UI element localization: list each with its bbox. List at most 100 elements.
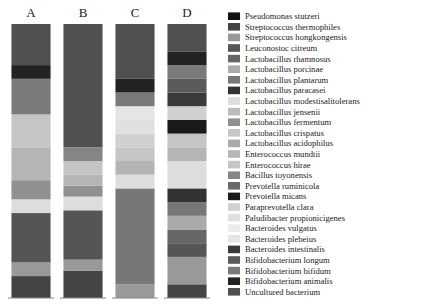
legend-swatch bbox=[228, 235, 240, 243]
legend-swatch bbox=[228, 161, 240, 169]
legend-swatch bbox=[228, 12, 240, 20]
bar-segment bbox=[167, 106, 206, 120]
legend-label: Bacteroides intestinalis bbox=[245, 244, 326, 254]
legend-label: Enterococcus hirae bbox=[245, 160, 311, 170]
legend-swatch bbox=[228, 193, 240, 201]
bar-segment bbox=[167, 51, 206, 65]
legend: Pseudomonas stutzeriStreptococcus thermo… bbox=[228, 11, 360, 297]
bar-segment bbox=[11, 213, 50, 262]
bar-segment bbox=[63, 147, 102, 161]
bar-segment bbox=[115, 147, 154, 161]
legend-label: Streptococcus thermophiles bbox=[245, 22, 341, 32]
legend-swatch bbox=[228, 203, 240, 211]
bar-segment bbox=[115, 24, 154, 79]
legend-swatch bbox=[228, 171, 240, 179]
baseline bbox=[60, 298, 106, 299]
legend-swatch bbox=[228, 34, 240, 42]
bar-segment bbox=[115, 134, 154, 148]
bar-segment bbox=[115, 106, 154, 120]
bar-segment bbox=[167, 188, 206, 202]
legend-label: Bacteroides vulgatus bbox=[245, 223, 317, 233]
bar-segment bbox=[167, 147, 206, 161]
bar-segment bbox=[11, 24, 50, 65]
legend-swatch bbox=[228, 97, 240, 105]
baseline bbox=[112, 298, 158, 299]
legend-label: Prevotella ruminicola bbox=[245, 181, 319, 191]
legend-label: Uncultured bacterium bbox=[245, 287, 320, 297]
legend-label: Lactobacillus jensenii bbox=[245, 107, 321, 117]
bar-segment bbox=[115, 120, 154, 134]
panel-title: B bbox=[79, 5, 88, 20]
baseline bbox=[164, 298, 210, 299]
bar-segment bbox=[167, 284, 206, 298]
bar-segment bbox=[11, 262, 50, 276]
bar-segment bbox=[115, 161, 154, 175]
legend-label: Lactobacillus acidophilus bbox=[245, 138, 334, 148]
legend-swatch bbox=[228, 246, 240, 254]
legend-label: Lactobacillus modestisalitolerans bbox=[245, 96, 360, 106]
legend-label: Bifidobacterium animalis bbox=[245, 276, 333, 286]
bar-segment bbox=[63, 175, 102, 186]
legend-label: Prevotella micans bbox=[245, 191, 307, 201]
baseline bbox=[8, 298, 54, 299]
chart: A B C D Pseudomonas stutzeriStreptococcus th… bbox=[0, 0, 429, 308]
bar-segment bbox=[115, 79, 154, 93]
bar-segment bbox=[115, 284, 154, 298]
legend-label: Bacteroides plebeius bbox=[245, 234, 317, 244]
bar-segment bbox=[167, 202, 206, 216]
legend-swatch bbox=[228, 108, 240, 116]
legend-label: Bifidobacterium bifidum bbox=[245, 266, 331, 276]
legend-label: Lactobacillus paracasei bbox=[245, 85, 326, 95]
legend-swatch bbox=[228, 65, 240, 73]
legend-swatch bbox=[228, 214, 240, 222]
legend-swatch bbox=[228, 87, 240, 95]
legend-label: Streptococcus hongkongensis bbox=[245, 32, 348, 42]
legend-swatch bbox=[228, 140, 240, 148]
legend-swatch bbox=[228, 76, 240, 84]
legend-label: Pseudomonas stutzeri bbox=[245, 11, 320, 21]
bar-segment bbox=[115, 188, 154, 284]
legend-swatch bbox=[228, 23, 240, 31]
bar-segment bbox=[167, 134, 206, 148]
legend-swatch bbox=[228, 256, 240, 264]
legend-swatch bbox=[228, 44, 240, 52]
bar-segment bbox=[11, 65, 50, 79]
bar-segment bbox=[167, 216, 206, 230]
legend-swatch bbox=[228, 277, 240, 285]
bar-stack bbox=[115, 24, 154, 298]
legend-label: Bacillus toyonensis bbox=[245, 170, 313, 180]
legend-label: Enterococcus mundtii bbox=[245, 149, 321, 159]
bar-segment bbox=[115, 175, 154, 189]
bar-segment bbox=[167, 24, 206, 51]
legend-label: Lactobacillus rhamnosus bbox=[245, 54, 331, 64]
legend-label: Lactobacillus crispatus bbox=[245, 128, 325, 138]
panel-title: C bbox=[131, 5, 140, 20]
legend-swatch bbox=[228, 55, 240, 63]
bar-segment bbox=[167, 161, 206, 188]
bar-stack bbox=[63, 24, 102, 298]
bar-segment bbox=[11, 147, 50, 180]
bar-segment bbox=[63, 24, 102, 147]
bar-segment bbox=[11, 79, 50, 115]
panel-title: A bbox=[26, 5, 36, 20]
bar-segment bbox=[63, 161, 102, 175]
bar-segment bbox=[167, 243, 206, 257]
legend-swatch bbox=[228, 288, 240, 296]
legend-swatch bbox=[228, 150, 240, 158]
bar-segment bbox=[167, 257, 206, 284]
bar-segment bbox=[63, 197, 102, 211]
bar-segment bbox=[167, 65, 206, 79]
bar-segment bbox=[63, 210, 102, 259]
bar-segment bbox=[167, 93, 206, 107]
legend-label: Bifidobacterium longum bbox=[245, 255, 330, 265]
legend-label: Lactobacillus fermentum bbox=[245, 117, 331, 127]
legend-swatch bbox=[228, 129, 240, 137]
panel-title: D bbox=[182, 5, 191, 20]
bar-segment bbox=[167, 79, 206, 93]
legend-swatch bbox=[228, 118, 240, 126]
legend-label: Leuconostoc citreum bbox=[245, 43, 318, 53]
bar-stack bbox=[11, 24, 50, 298]
legend-swatch bbox=[228, 224, 240, 232]
bar-segment bbox=[167, 120, 206, 134]
bar-segment bbox=[11, 180, 50, 199]
